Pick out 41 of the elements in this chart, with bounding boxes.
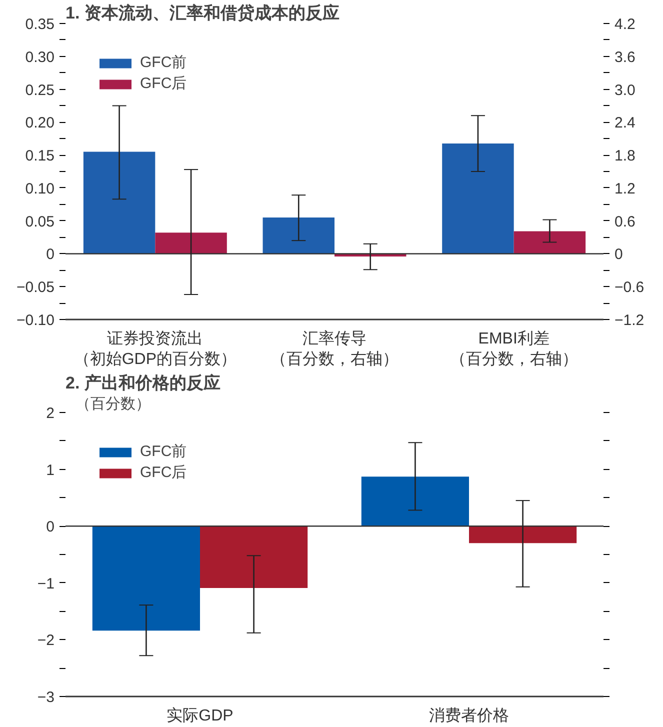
y2-tick-label: 1.8 [614, 148, 636, 165]
y2-tick-label: 0.6 [614, 213, 636, 230]
x-tick-label: 汇率传导（百分数，右轴） [270, 330, 398, 368]
y-tick-label: 0.05 [25, 213, 55, 230]
y2-tick-label: 2.4 [614, 114, 636, 132]
chart-title: 1. 资本流动、汇率和借贷成本的反应 [66, 4, 340, 22]
legend-label: GFC前 [140, 53, 187, 72]
y-tick-label: 0.20 [25, 114, 55, 132]
y2-tick-label: −1.2 [614, 312, 644, 329]
bar [262, 218, 334, 254]
y2-tick-label: 4.2 [614, 16, 636, 33]
y-tick-label: 1 [46, 462, 54, 479]
bar [442, 144, 514, 254]
x-tick-label: 消费者价格 [429, 706, 509, 724]
legend-label: GFC后 [140, 74, 187, 93]
y2-tick-label: −0.6 [614, 279, 644, 296]
y-tick-label: 0.25 [25, 82, 55, 99]
y2-tick-label: 3.6 [614, 48, 636, 66]
legend-label: GFC后 [140, 463, 187, 482]
x-tick-label: 实际GDP [166, 706, 234, 724]
y2-tick-label: 1.2 [614, 180, 636, 198]
y-tick-label: −1 [37, 575, 55, 592]
bar [514, 231, 586, 254]
y-tick-label: 0 [46, 246, 54, 264]
chart-title: 2. 产出和价格的反应 [66, 374, 220, 392]
y-tick-label: 0 [46, 518, 54, 536]
y2-tick-label: 0 [614, 246, 623, 264]
y2-tick-label: 3.0 [614, 82, 636, 99]
y-tick-label: −0.05 [16, 279, 55, 296]
x-tick-label: EMBI利差（百分数，右轴） [450, 330, 578, 368]
y-tick-label: 0.35 [25, 16, 55, 33]
x-tick-label: 证券投资流出（初始GDP的百分数） [74, 330, 237, 368]
y-tick-label: 0.30 [25, 48, 55, 66]
y-tick-label: 0.15 [25, 148, 55, 165]
y-tick-label: 0.10 [25, 180, 55, 198]
y-tick-label: −2 [37, 632, 55, 650]
chart-subtitle: （百分数） [76, 396, 150, 412]
y-tick-label: 2 [46, 405, 54, 422]
legend-label: GFC前 [140, 442, 187, 461]
y-tick-label: −3 [37, 689, 55, 706]
y-tick-label: −0.10 [16, 312, 55, 329]
